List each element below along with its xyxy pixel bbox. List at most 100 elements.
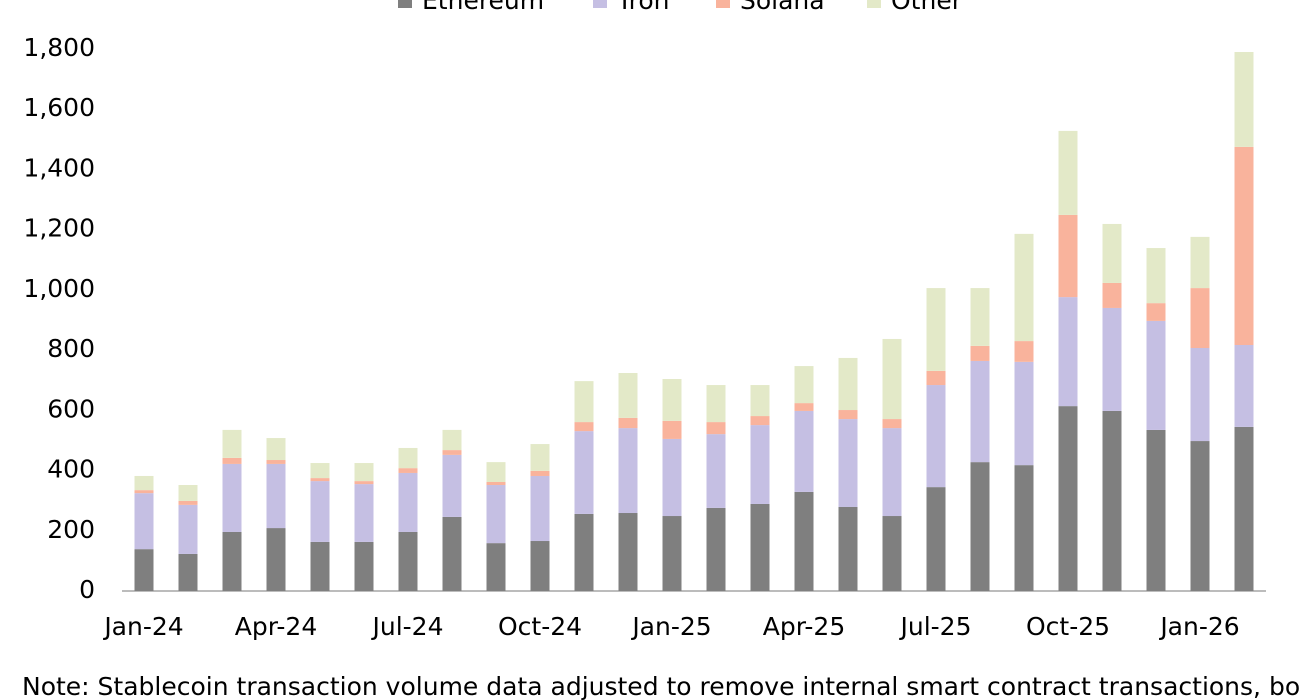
bar-segment [134, 549, 154, 591]
bar-segment [398, 447, 418, 469]
x-tick-label: Apr-24 [235, 612, 317, 641]
bar-segment [486, 543, 506, 591]
bar-segment [222, 531, 242, 591]
bar-segment [266, 438, 286, 461]
bar-segment [1058, 214, 1078, 298]
bar-segment [970, 360, 990, 463]
bar-segment [1234, 426, 1254, 591]
bar-segment [530, 470, 550, 476]
bar-segment [178, 500, 198, 505]
bar-segment [970, 462, 990, 591]
bar-segment [442, 450, 462, 455]
legend-label: Other [891, 0, 963, 15]
y-tick-label: 1,400 [23, 153, 95, 182]
bar-segment [662, 379, 682, 421]
bar-segment [354, 463, 374, 482]
bar-segment [266, 528, 286, 591]
bar-segment [354, 541, 374, 591]
bar-segment [794, 366, 814, 404]
bar-segment [486, 481, 506, 486]
bar-segment [222, 429, 242, 458]
y-tick-label: 600 [47, 394, 95, 423]
bar-segment [1102, 282, 1122, 308]
bar-segment [750, 503, 770, 591]
bar-segment [662, 438, 682, 517]
bar-segment [1190, 441, 1210, 591]
bar-segment [662, 420, 682, 439]
bar-segment [266, 460, 286, 464]
bar-segment [706, 507, 726, 591]
bar-segment [750, 416, 770, 426]
bar-segment [1014, 361, 1034, 466]
bar-segment [530, 541, 550, 591]
bar-segment [1146, 248, 1166, 304]
bar-segment [838, 410, 858, 420]
bar-segment [442, 429, 462, 451]
legend-swatch [867, 0, 881, 8]
bar-segment [354, 481, 374, 485]
bar-segment [926, 288, 946, 371]
bar-segment [1190, 236, 1210, 289]
bar-segment [354, 484, 374, 542]
y-tick-label: 800 [47, 334, 95, 363]
bar-segment [1234, 146, 1254, 345]
bar-segment [134, 490, 154, 494]
bar-segment [310, 478, 330, 482]
bar-segment [838, 419, 858, 507]
x-tick-label: Jan-26 [1158, 612, 1239, 641]
bar-segment [178, 504, 198, 554]
x-tick-label: Jan-25 [630, 612, 711, 641]
bar-segment [1102, 223, 1122, 283]
bar-segment [398, 472, 418, 532]
bar-segment [574, 431, 594, 514]
bar-segment [882, 338, 902, 420]
bar-segment [882, 516, 902, 591]
bar-segment [1058, 406, 1078, 591]
bar-segment [706, 385, 726, 423]
bar-segment [1014, 465, 1034, 591]
bar-segment [222, 463, 242, 532]
bar-segment [398, 468, 418, 473]
bar-segment [1102, 410, 1122, 591]
bar-segment [1146, 429, 1166, 591]
bar-segment [706, 434, 726, 508]
bar-segment [310, 541, 330, 591]
bar-segment [618, 372, 638, 418]
y-tick-label: 1,000 [23, 274, 95, 303]
bar-segment [1234, 344, 1254, 427]
bar-segment [486, 462, 506, 482]
bar-segment [926, 370, 946, 386]
bar-segment [970, 288, 990, 346]
bar-segment [838, 357, 858, 411]
bar-segment [794, 410, 814, 492]
note: Note: Stablecoin transaction volume data… [22, 672, 1300, 700]
bar-segment [134, 493, 154, 550]
bar-segment [178, 485, 198, 501]
bar-segment [1058, 130, 1078, 215]
legend-swatch [398, 0, 412, 8]
bar-segment [1190, 348, 1210, 442]
bar-segment [486, 485, 506, 544]
x-tick-label: Oct-24 [498, 612, 582, 641]
bar-segment [794, 403, 814, 411]
legend-swatch [593, 0, 607, 8]
bar-segment [530, 444, 550, 471]
bar-segment [750, 425, 770, 504]
bar-segment [1058, 297, 1078, 407]
bar-segment [838, 506, 858, 591]
bar-segment [1234, 52, 1254, 147]
bar-segment [794, 491, 814, 591]
bar-segment [1146, 303, 1166, 321]
legend-label: Solana [740, 0, 825, 15]
y-tick-label: 1,200 [23, 214, 95, 243]
y-tick-label: 200 [47, 515, 95, 544]
bar-segment [706, 422, 726, 435]
y-tick-label: 400 [47, 455, 95, 484]
x-tick-label: Apr-25 [763, 612, 845, 641]
bar-segment [1146, 320, 1166, 430]
x-tick-label: Jul-25 [899, 612, 972, 641]
legend-label: Tron [616, 0, 669, 15]
bar-segment [574, 513, 594, 591]
bar-segment [266, 463, 286, 529]
